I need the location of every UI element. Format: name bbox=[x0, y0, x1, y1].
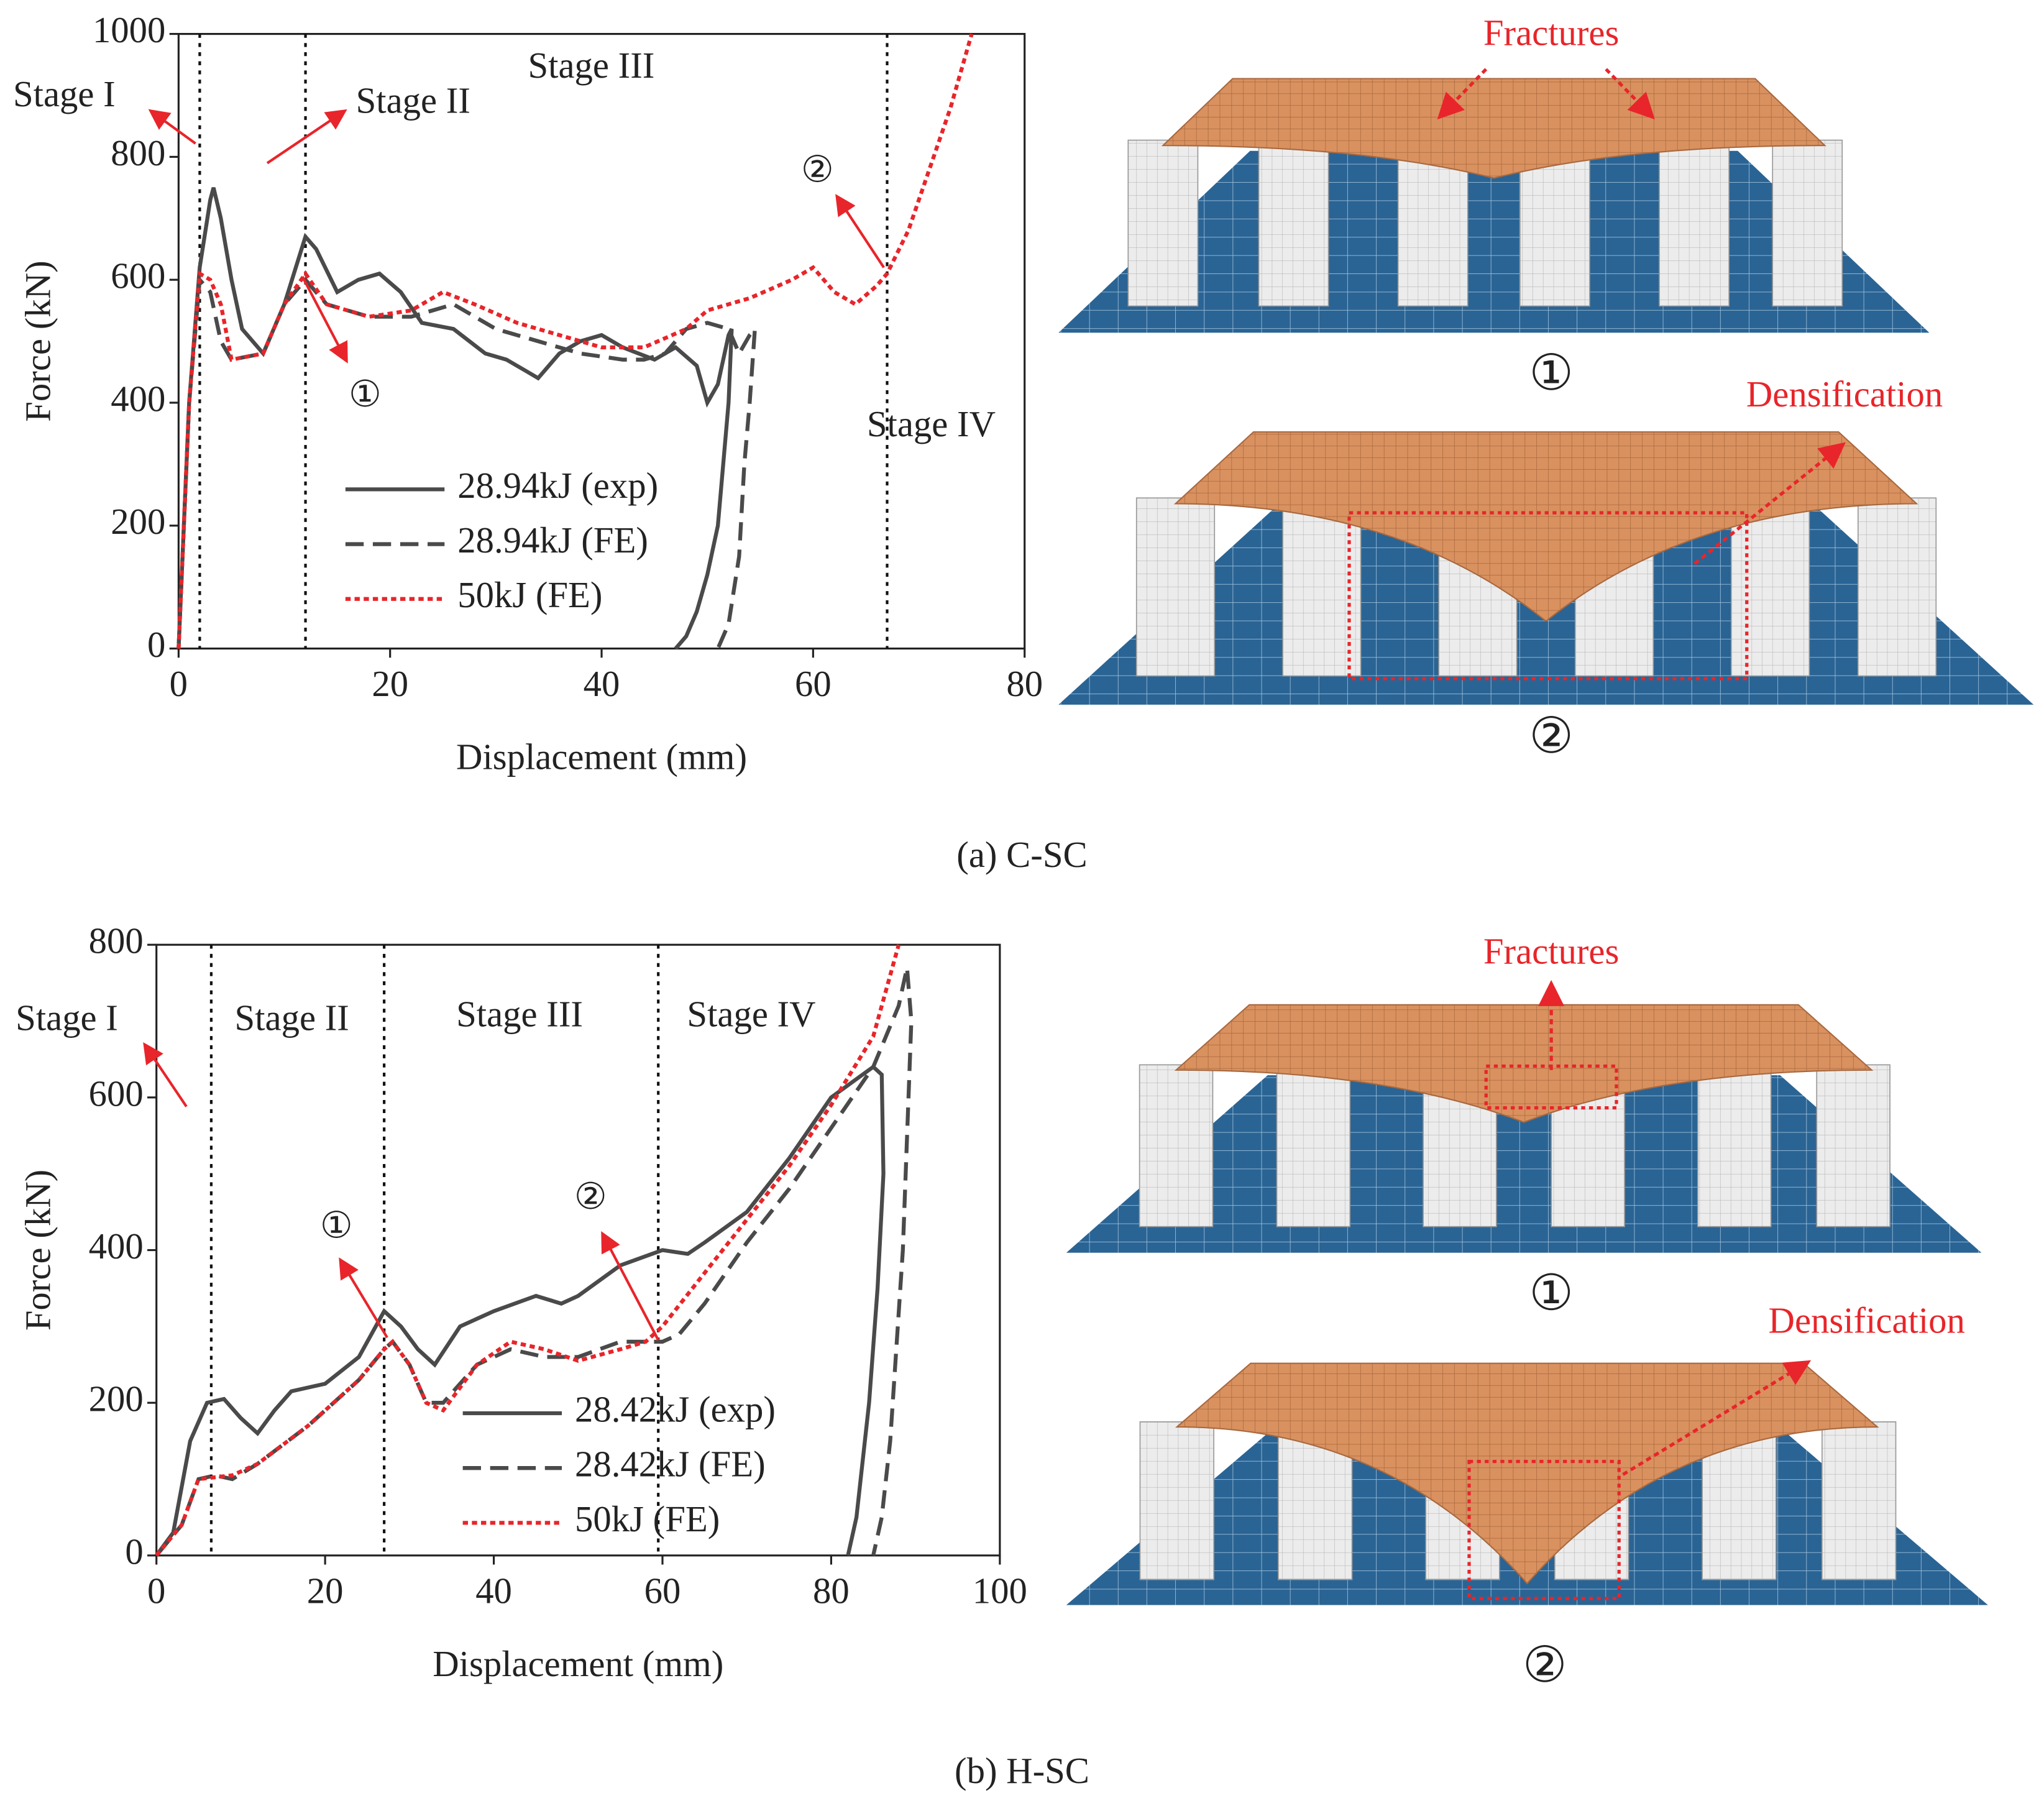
caption: (b) H-SC bbox=[955, 1751, 1089, 1791]
arrow bbox=[339, 1257, 388, 1339]
y-tick-label: 200 bbox=[111, 502, 165, 542]
legend-label: 28.42kJ (exp) bbox=[575, 1389, 776, 1429]
arrow bbox=[301, 276, 348, 364]
x-axis-label: Displacement (mm) bbox=[456, 737, 747, 777]
legend-label: 50kJ (FE) bbox=[575, 1499, 720, 1539]
series-line bbox=[155, 967, 914, 1557]
y-tick-label: 400 bbox=[89, 1226, 144, 1267]
y-tick-label: 600 bbox=[111, 256, 165, 296]
column bbox=[1659, 139, 1730, 307]
column bbox=[1822, 1421, 1897, 1580]
arrow bbox=[1605, 68, 1655, 120]
legend-label: 50kJ (FE) bbox=[457, 575, 602, 615]
legend-label: 28.94kJ (FE) bbox=[457, 520, 648, 561]
highlight-box bbox=[1347, 511, 1749, 681]
y-tick-label: 200 bbox=[89, 1379, 144, 1419]
annotation: Stage IV bbox=[867, 404, 996, 444]
x-tick-label: 0 bbox=[147, 1570, 165, 1611]
series-line bbox=[176, 33, 974, 649]
caption: (a) C-SC bbox=[956, 835, 1087, 875]
annotation: Stage II bbox=[235, 998, 349, 1038]
annotation: Stage IV bbox=[687, 994, 815, 1034]
annotation: ① bbox=[320, 1205, 353, 1245]
simulation-render bbox=[1058, 431, 2034, 705]
y-tick-label: 600 bbox=[89, 1073, 144, 1114]
simulation-render bbox=[1066, 1362, 1988, 1605]
annotation: ① bbox=[349, 374, 382, 415]
arrow bbox=[143, 1042, 188, 1107]
x-tick-label: 20 bbox=[307, 1570, 344, 1611]
panel-label: ② bbox=[1523, 1638, 1567, 1693]
x-axis-label: Displacement (mm) bbox=[433, 1644, 723, 1684]
arrow bbox=[266, 109, 347, 165]
y-axis-label: Force (kN) bbox=[18, 1170, 58, 1331]
column bbox=[1772, 139, 1843, 307]
simulation-render bbox=[1058, 78, 1930, 333]
arrow bbox=[601, 1231, 660, 1341]
column bbox=[1816, 1064, 1890, 1227]
annotation: ② bbox=[801, 150, 834, 190]
highlight-box bbox=[1467, 1460, 1621, 1600]
column bbox=[1857, 497, 1937, 677]
annotation: Stage I bbox=[16, 998, 118, 1038]
column bbox=[1258, 139, 1329, 307]
x-tick-label: 60 bbox=[644, 1570, 681, 1611]
arrow bbox=[148, 109, 196, 145]
y-tick-label: 400 bbox=[111, 378, 165, 419]
annotation: Stage II bbox=[356, 80, 470, 121]
arrow bbox=[835, 194, 885, 268]
panel-label: Densification bbox=[1769, 1301, 1965, 1341]
x-tick-label: 80 bbox=[813, 1570, 850, 1611]
arrow bbox=[1693, 442, 1846, 566]
top-slab bbox=[1161, 78, 1826, 179]
panel-label: ① bbox=[1529, 1266, 1573, 1321]
x-tick-label: 100 bbox=[973, 1570, 1027, 1611]
annotation: Stage III bbox=[528, 45, 655, 86]
series-line bbox=[155, 944, 901, 1557]
column bbox=[1139, 1421, 1214, 1580]
column bbox=[1127, 139, 1199, 307]
panel-label: Fractures bbox=[1483, 12, 1619, 53]
y-tick-label: 800 bbox=[89, 921, 144, 961]
panel-label: Densification bbox=[1746, 374, 1943, 415]
y-axis-label: Force (kN) bbox=[18, 260, 58, 422]
annotation: Stage I bbox=[13, 74, 116, 114]
top-slab bbox=[1174, 1004, 1874, 1123]
column bbox=[1697, 1064, 1772, 1227]
panel-label: ② bbox=[1529, 709, 1573, 764]
series-line bbox=[176, 187, 734, 650]
arrow bbox=[1622, 1360, 1812, 1476]
series-line bbox=[155, 1064, 886, 1557]
x-tick-label: 0 bbox=[170, 664, 188, 704]
column bbox=[1139, 1064, 1214, 1227]
legend-label: 28.94kJ (exp) bbox=[457, 465, 658, 506]
legend-label: 28.42kJ (FE) bbox=[575, 1444, 766, 1485]
annotation: Stage III bbox=[456, 994, 583, 1034]
panel-label: Fractures bbox=[1483, 931, 1619, 971]
y-tick-label: 0 bbox=[147, 625, 165, 665]
top-slab bbox=[1173, 431, 1918, 622]
y-tick-label: 800 bbox=[111, 133, 165, 173]
arrow bbox=[1437, 68, 1488, 120]
x-tick-label: 40 bbox=[475, 1570, 512, 1611]
x-tick-label: 60 bbox=[795, 664, 832, 704]
x-tick-label: 80 bbox=[1006, 664, 1043, 704]
y-tick-label: 1000 bbox=[93, 10, 165, 50]
panel-label: ① bbox=[1529, 346, 1573, 401]
simulation-render bbox=[1066, 1004, 1982, 1253]
column bbox=[1276, 1064, 1351, 1227]
x-tick-label: 20 bbox=[372, 664, 408, 704]
x-tick-label: 40 bbox=[584, 664, 620, 704]
annotation: ② bbox=[574, 1176, 607, 1217]
y-tick-label: 0 bbox=[125, 1531, 143, 1572]
column bbox=[1135, 497, 1216, 677]
top-slab bbox=[1175, 1362, 1879, 1585]
